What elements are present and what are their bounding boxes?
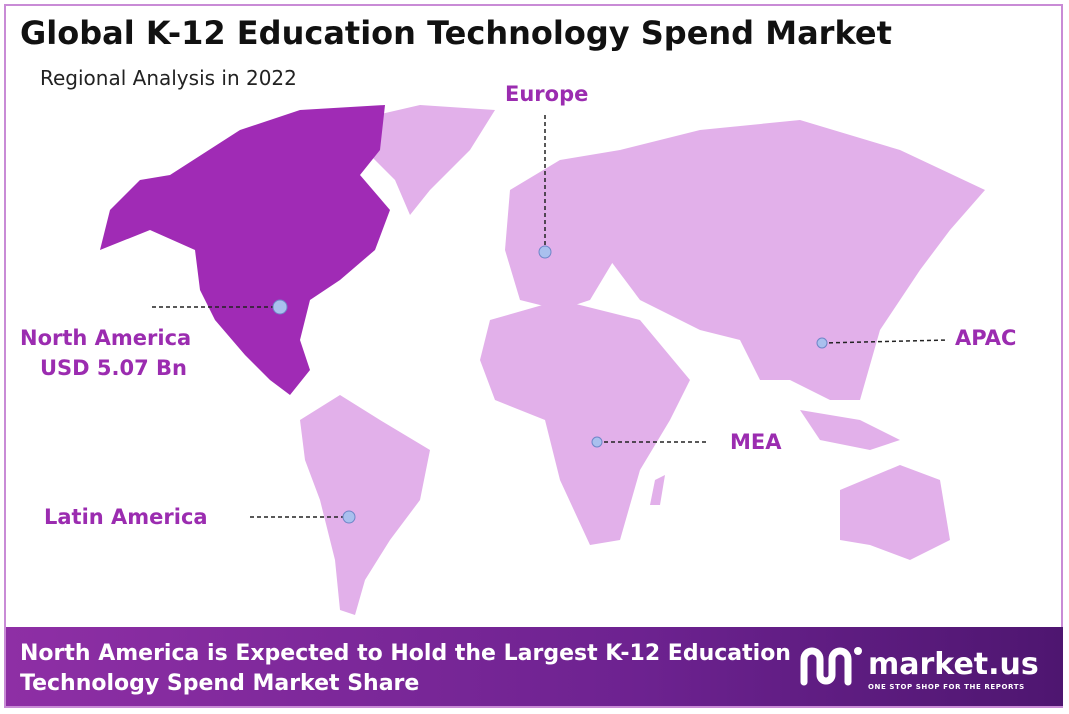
europe [505, 150, 640, 310]
australia [840, 465, 950, 560]
region-label: North America [20, 326, 192, 350]
subtitle: Regional Analysis in 2022 [40, 66, 297, 90]
continents [300, 105, 985, 615]
region-label: Latin America [44, 505, 208, 529]
markers [272, 245, 828, 524]
footer-text: North America is Expected to Hold the La… [20, 641, 791, 696]
marker [816, 337, 828, 349]
marker [342, 510, 356, 524]
title: Global K-12 Education Technology Spend M… [20, 14, 892, 52]
region-label: MEA [730, 430, 782, 454]
logo-dot [854, 647, 862, 655]
logo-mark [800, 647, 852, 686]
indonesia [800, 410, 900, 450]
asia [610, 120, 985, 400]
south-america [300, 395, 430, 615]
logo-icon [800, 647, 862, 686]
marker [272, 299, 288, 315]
frame [4, 4, 1063, 708]
logo-text: market.us [868, 647, 1039, 682]
footer: North America is Expected to Hold the La… [6, 627, 1063, 706]
north-america [100, 105, 390, 395]
region-label: Europe [505, 82, 589, 106]
leader [821, 339, 949, 344]
region-value: USD 5.07 Bn [40, 356, 187, 380]
greenland [355, 105, 495, 215]
leaders [152, 115, 949, 518]
marker [591, 436, 603, 448]
marker [538, 245, 552, 259]
logo-tagline: ONE STOP SHOP FOR THE REPORTS [868, 683, 1025, 691]
africa [480, 300, 690, 545]
region-label: APAC [955, 326, 1017, 350]
madagascar [650, 475, 665, 505]
